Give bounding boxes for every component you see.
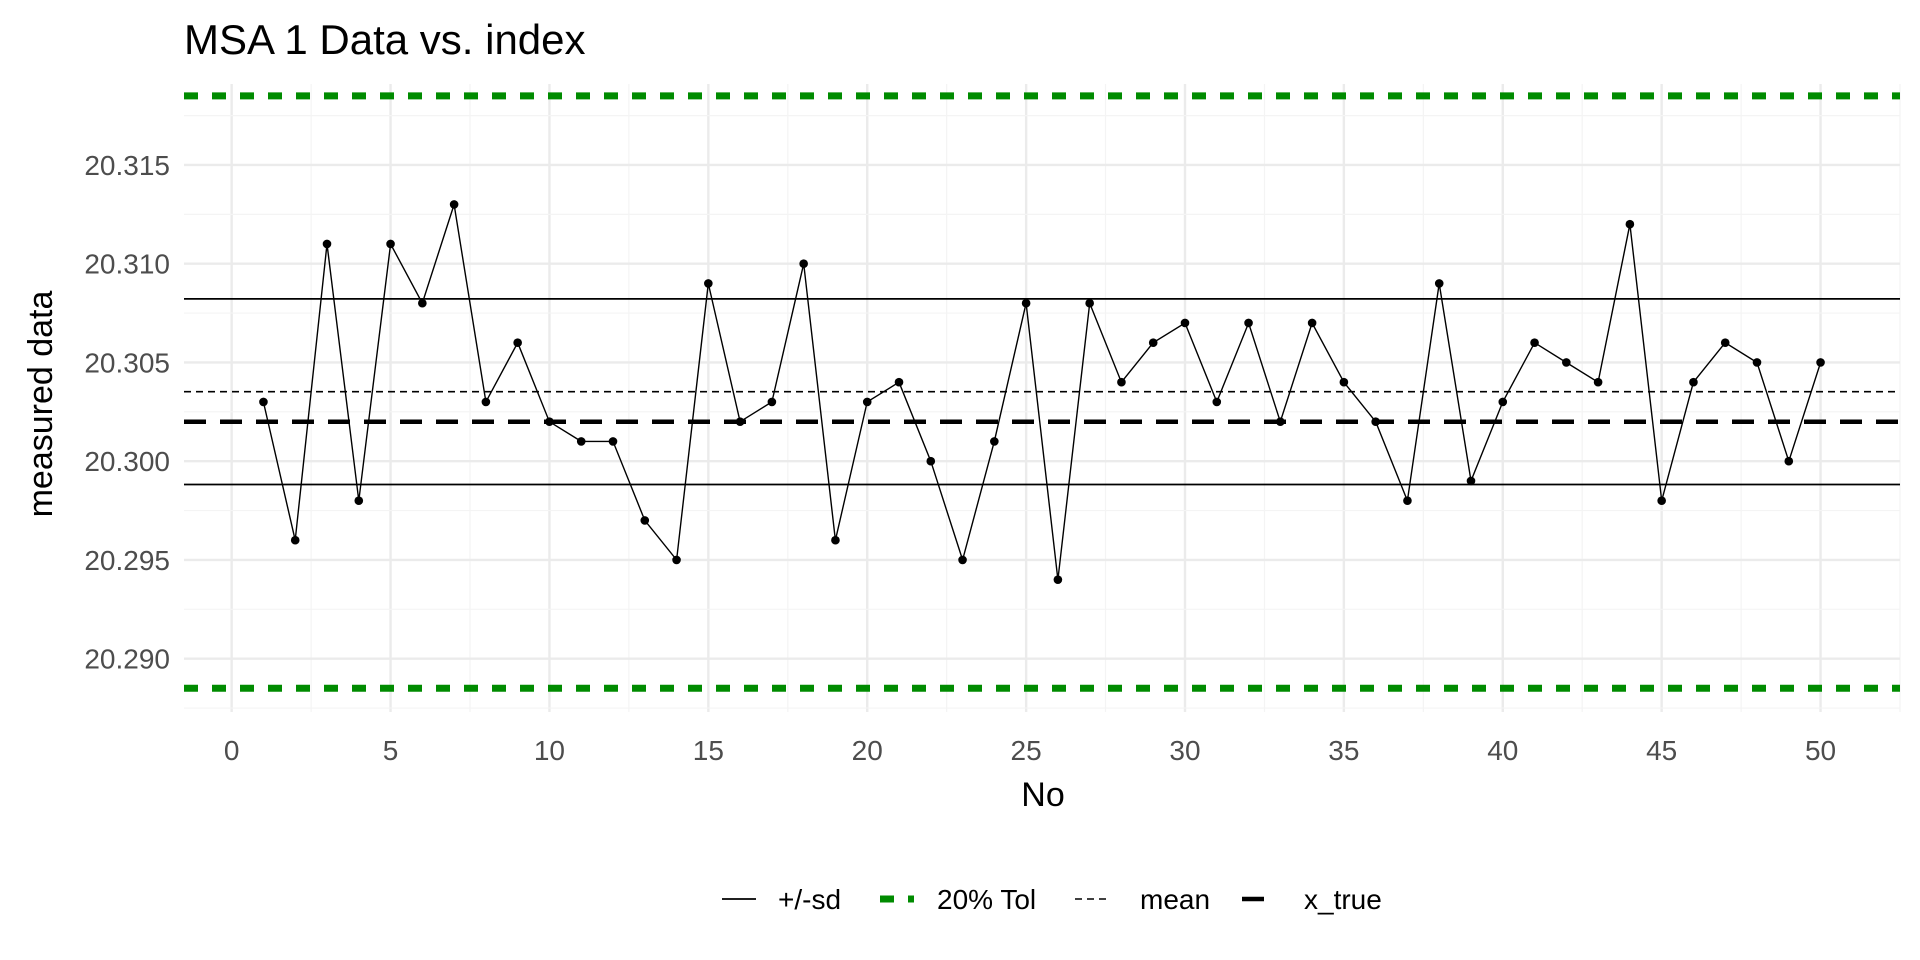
data-series: [259, 200, 1825, 584]
data-point: [990, 437, 999, 446]
x-tick-label: 35: [1328, 735, 1359, 766]
data-point: [1530, 338, 1539, 348]
data-point: [862, 397, 872, 407]
data-point: [576, 437, 586, 446]
data-point: [799, 259, 808, 269]
legend: +/-sd 20% Tol mean x_true: [722, 884, 1382, 915]
data-point: [1212, 397, 1222, 407]
data-point: [1148, 338, 1158, 348]
x-tick-label: 0: [224, 735, 240, 766]
data-point: [1593, 377, 1603, 387]
x-tick-label: 10: [534, 735, 565, 766]
data-point: [926, 456, 936, 466]
data-point: [1625, 219, 1635, 229]
data-point: [322, 239, 332, 249]
data-point: [640, 516, 650, 525]
data-point: [894, 377, 904, 387]
x-tick-label: 5: [383, 735, 399, 766]
data-point: [1339, 377, 1349, 387]
data-point: [386, 239, 395, 249]
data-point: [1434, 279, 1444, 288]
data-point: [1498, 397, 1508, 407]
x-tick-label: 20: [852, 735, 883, 766]
data-point: [704, 279, 713, 288]
data-point: [1466, 476, 1476, 486]
data-point: [608, 437, 618, 446]
data-point: [1276, 417, 1285, 426]
legend-label-20-tol: 20% Tol: [937, 884, 1036, 915]
x-tick-label: 15: [693, 735, 724, 766]
legend-label-sd: +/-sd: [778, 884, 841, 915]
data-point: [545, 417, 554, 426]
legend-label-mean: mean: [1140, 884, 1210, 915]
data-point: [1053, 575, 1063, 584]
y-tick-label: 20.295: [84, 545, 170, 576]
y-tick-label: 20.300: [84, 446, 170, 477]
x-tick-label: 45: [1646, 735, 1677, 766]
y-tick-label: 20.310: [84, 249, 170, 280]
data-point: [290, 535, 300, 545]
data-point: [831, 535, 840, 545]
data-point: [735, 417, 745, 426]
data-point: [481, 397, 491, 407]
data-point: [1307, 318, 1317, 328]
data-point: [1117, 377, 1126, 387]
data-point: [1657, 496, 1666, 505]
y-tick-label: 20.315: [84, 150, 170, 181]
data-point: [1689, 377, 1698, 387]
y-axis-ticks: 20.290 20.295 20.300 20.305 20.310 20.315: [84, 150, 170, 675]
x-tick-label: 40: [1487, 735, 1518, 766]
data-point: [1180, 318, 1190, 328]
x-axis-label: No: [1021, 776, 1064, 814]
data-point: [418, 298, 427, 308]
data-point: [1371, 417, 1380, 426]
data-point: [449, 200, 459, 209]
data-point: [1720, 338, 1730, 348]
x-tick-label: 25: [1011, 735, 1042, 766]
data-point: [513, 338, 522, 348]
data-point: [1816, 358, 1825, 367]
data-point: [1784, 456, 1794, 466]
y-tick-label: 20.290: [84, 644, 170, 675]
x-tick-label: 30: [1169, 735, 1200, 766]
series-line: [262, 204, 1822, 580]
data-point: [1085, 298, 1094, 308]
reference-lines: [184, 92, 1900, 692]
chart-title: MSA 1 Data vs. index: [184, 16, 586, 63]
data-point: [259, 397, 268, 407]
legend-label-x-true: x_true: [1304, 884, 1382, 915]
data-point: [354, 496, 364, 505]
data-point: [958, 555, 967, 565]
data-point: [1752, 358, 1762, 367]
y-tick-label: 20.305: [84, 347, 170, 378]
data-point: [1562, 358, 1571, 367]
x-axis-ticks: 0 5 10 15 20 25 30 35 40 45 50: [224, 735, 1836, 766]
data-point: [1021, 298, 1031, 308]
data-point: [1403, 496, 1412, 505]
data-point: [1244, 318, 1253, 328]
data-point: [672, 555, 681, 565]
data-point: [767, 397, 777, 407]
y-axis-label: measured data: [22, 291, 60, 518]
grid: [184, 84, 1901, 712]
x-tick-label: 50: [1805, 735, 1836, 766]
